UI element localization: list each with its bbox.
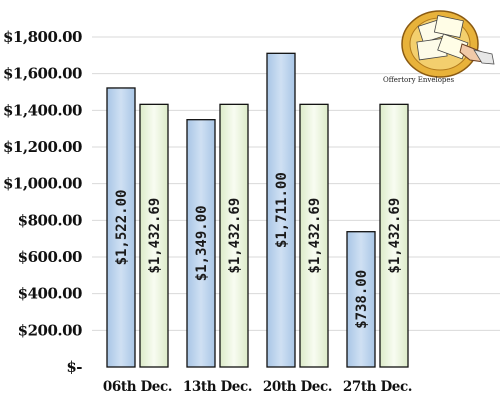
data-label: $1,711.00 <box>274 172 290 248</box>
bar-series-1 <box>266 52 296 368</box>
offertory-logo: Offertory Envelopes <box>383 10 495 84</box>
data-label: $1,522.00 <box>114 190 130 266</box>
logo-caption: Offertory Envelopes <box>383 76 455 84</box>
bar-series-2 <box>299 103 329 368</box>
y-tick-label: $400.00 <box>18 285 82 303</box>
y-tick-label: $600.00 <box>18 248 82 266</box>
y-tick-label: $- <box>66 358 82 376</box>
envelopes-icon <box>401 10 495 78</box>
data-label: $1,432.69 <box>307 198 323 274</box>
x-tick-label: 13th Dec. <box>183 379 252 395</box>
x-tick-label: 06th Dec. <box>103 379 172 395</box>
bar-series-1 <box>186 119 216 368</box>
x-axis-ticks: 06th Dec. 13th Dec. 20th Dec. 27th Dec. <box>103 379 413 395</box>
y-tick-label: $800.00 <box>18 211 82 229</box>
y-tick-label: $1,400.00 <box>3 101 82 119</box>
y-axis-ticks: $- $200.00 $400.00 $600.00 $800.00 $1,000.00 $… <box>3 28 83 376</box>
bar-series-2 <box>139 103 169 368</box>
y-tick-label: $1,000.00 <box>3 175 82 193</box>
y-tick-label: $1,600.00 <box>3 65 82 83</box>
data-label: $1,432.69 <box>147 198 163 274</box>
data-label: $738.00 <box>354 270 370 329</box>
bars: $1,522.00 $1,432.69 $1,349.00 $1,432.69 $1,7… <box>106 52 409 368</box>
y-tick-label: $1,200.00 <box>3 138 82 156</box>
bar-series-2 <box>379 103 409 368</box>
data-label: $1,432.69 <box>227 198 243 274</box>
y-tick-label: $200.00 <box>18 321 82 339</box>
x-tick-label: 27th Dec. <box>343 379 412 395</box>
data-label: $1,432.69 <box>387 198 403 274</box>
y-tick-label: $1,800.00 <box>3 28 82 46</box>
bar-series-1 <box>106 87 136 368</box>
data-label: $1,349.00 <box>194 205 210 281</box>
bar-series-1 <box>346 231 376 368</box>
bar-series-2 <box>219 103 249 368</box>
x-tick-label: 20th Dec. <box>263 379 332 395</box>
